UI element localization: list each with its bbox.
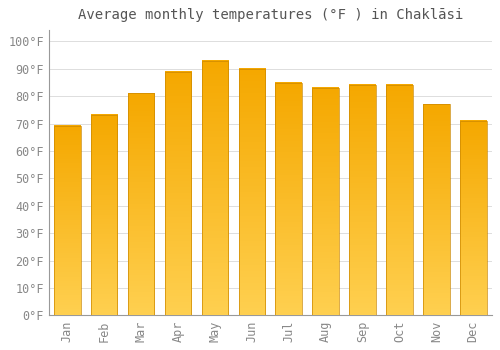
Bar xyxy=(386,85,412,315)
Bar xyxy=(349,85,376,315)
Bar xyxy=(238,69,265,315)
Bar xyxy=(312,88,339,315)
Bar xyxy=(460,121,486,315)
Title: Average monthly temperatures (°F ) in Chaklāsi: Average monthly temperatures (°F ) in Ch… xyxy=(78,8,463,22)
Bar xyxy=(54,126,80,315)
Bar xyxy=(202,61,228,315)
Bar xyxy=(128,93,154,315)
Bar xyxy=(276,83,302,315)
Bar xyxy=(423,104,450,315)
Bar xyxy=(164,71,192,315)
Bar xyxy=(91,116,118,315)
